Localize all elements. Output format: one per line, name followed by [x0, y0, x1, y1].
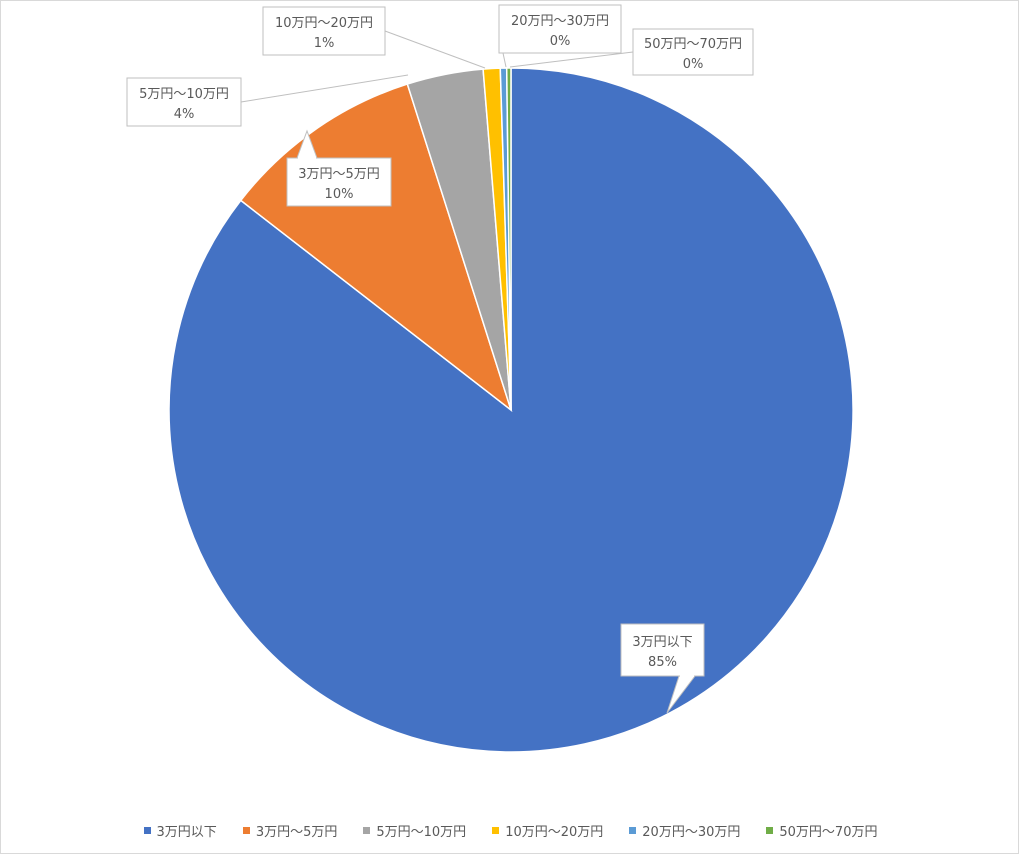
legend-swatch [242, 827, 250, 834]
label-category: 3万円～5万円 [298, 167, 380, 182]
data-label: 3万円～5万円 10% [286, 129, 392, 207]
label-percent: 1% [314, 36, 335, 51]
leader-line [502, 52, 507, 68]
label-box [262, 6, 386, 56]
legend-swatch [629, 827, 637, 834]
label-category: 5万円～10万円 [139, 87, 229, 102]
data-label: 10万円～20万円 1% [262, 6, 386, 56]
label-percent: 10% [325, 187, 354, 202]
legend-item: 5万円～10万円 [363, 821, 466, 840]
legend-item: 10万円～20万円 [492, 821, 603, 840]
label-box [286, 157, 392, 207]
legend-label: 3万円～5万円 [255, 825, 338, 840]
chart-legend: 3万円以下 3万円～5万円 5万円～10万円 10万円～20万円 20万円～30万円 50… [1, 821, 1019, 840]
legend-item: 3万円以下 [143, 821, 217, 840]
leader-line [509, 51, 634, 68]
label-percent: 85% [648, 655, 677, 670]
data-label: 5万円～10万円 4% [126, 77, 242, 127]
label-box [126, 77, 242, 127]
legend-swatch [363, 827, 371, 834]
label-percent: 0% [550, 34, 571, 49]
legend-swatch [143, 827, 151, 834]
legend-label: 10万円～20万円 [505, 825, 604, 840]
pie-slice [505, 67, 512, 411]
label-category: 20万円～30万円 [511, 14, 609, 29]
label-percent: 4% [174, 107, 195, 122]
leader-line [384, 30, 486, 69]
legend-label: 3万円以下 [156, 825, 217, 840]
label-category: 10万円～20万円 [275, 16, 373, 31]
legend-item: 3万円～5万円 [242, 821, 338, 840]
data-label: 20万円～30万円 0% [498, 4, 622, 54]
label-category: 50万円～70万円 [644, 37, 742, 52]
legend-swatch [492, 827, 500, 834]
label-box [620, 623, 705, 677]
data-label: 3万円以下 85% [620, 623, 705, 714]
legend-label: 50万円～70万円 [779, 825, 878, 840]
legend-label: 20万円～30万円 [642, 825, 741, 840]
data-label: 50万円～70万円 0% [632, 28, 754, 76]
label-category: 3万円以下 [632, 635, 692, 650]
legend-swatch [766, 827, 774, 834]
label-percent: 0% [683, 57, 704, 72]
label-box [498, 4, 622, 54]
leader-line [240, 74, 409, 103]
legend-item: 20万円～30万円 [629, 821, 740, 840]
legend-label: 5万円～10万円 [376, 825, 467, 840]
legend-item: 50万円～70万円 [766, 821, 877, 840]
label-box [632, 28, 754, 76]
